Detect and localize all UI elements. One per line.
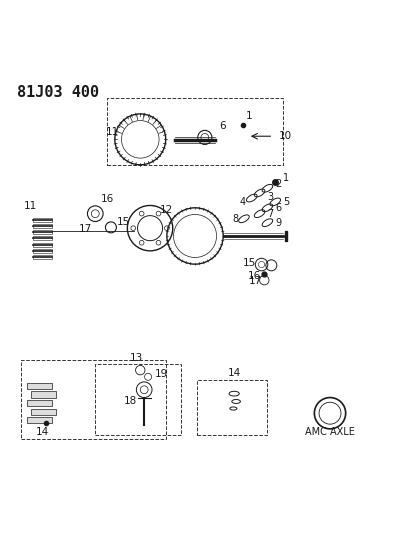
Bar xyxy=(33,236,52,240)
Bar xyxy=(33,230,52,234)
Text: 17: 17 xyxy=(79,224,92,235)
Bar xyxy=(107,98,283,165)
Text: 4: 4 xyxy=(240,197,246,207)
Text: 15: 15 xyxy=(243,259,256,269)
Text: 19: 19 xyxy=(155,369,168,379)
Text: 7: 7 xyxy=(268,209,274,219)
Bar xyxy=(27,417,52,423)
Text: 11: 11 xyxy=(23,201,37,211)
Text: 14: 14 xyxy=(228,368,241,378)
Text: AMC AXLE: AMC AXLE xyxy=(305,427,355,437)
Bar xyxy=(33,243,52,247)
Text: 16: 16 xyxy=(248,271,262,281)
Text: 6: 6 xyxy=(219,122,226,132)
Text: 3: 3 xyxy=(268,192,273,202)
Bar xyxy=(27,383,52,389)
Bar xyxy=(95,365,181,435)
Text: 18: 18 xyxy=(124,397,137,407)
Text: 9: 9 xyxy=(275,217,281,228)
Text: 16: 16 xyxy=(101,194,114,204)
Text: 8: 8 xyxy=(232,214,238,224)
Text: 5: 5 xyxy=(283,197,289,207)
Text: 12: 12 xyxy=(160,205,173,215)
Bar xyxy=(33,224,52,228)
Bar xyxy=(33,249,52,253)
Bar xyxy=(21,360,166,439)
Text: 11: 11 xyxy=(106,126,119,136)
Bar xyxy=(33,255,52,259)
Text: 6: 6 xyxy=(275,203,281,213)
Text: 1: 1 xyxy=(246,111,253,121)
Text: 13: 13 xyxy=(130,353,143,364)
Bar xyxy=(27,400,52,406)
Text: 1: 1 xyxy=(283,173,289,183)
Bar xyxy=(31,408,56,415)
Text: 81J03 400: 81J03 400 xyxy=(17,85,99,100)
Polygon shape xyxy=(285,231,287,241)
Text: 15: 15 xyxy=(117,216,130,227)
Bar xyxy=(197,380,268,435)
Text: 10: 10 xyxy=(279,131,292,141)
Text: 14: 14 xyxy=(36,427,49,437)
Bar xyxy=(33,217,52,222)
Text: 2: 2 xyxy=(275,179,281,189)
Bar xyxy=(31,391,56,398)
Text: 17: 17 xyxy=(249,277,262,286)
